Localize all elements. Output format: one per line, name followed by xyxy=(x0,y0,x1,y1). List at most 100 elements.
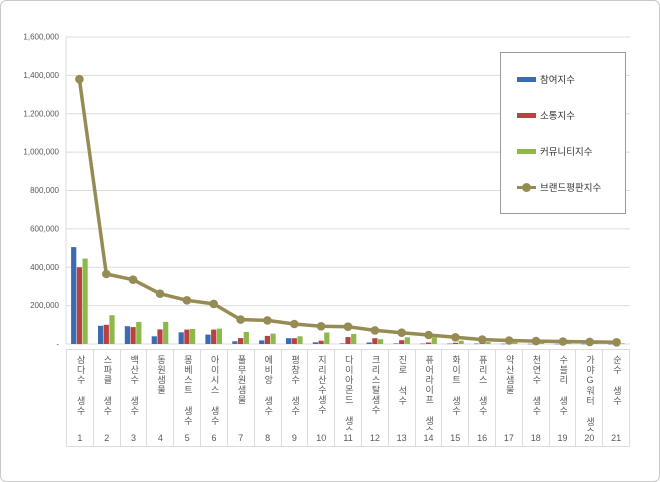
bar xyxy=(431,337,437,344)
legend-item-communication-index: 소통지수 xyxy=(517,108,621,122)
line-marker xyxy=(155,289,165,299)
legend-bar-swatch-icon xyxy=(517,112,536,118)
category-column: 진로 석수 13 xyxy=(387,350,415,446)
bar xyxy=(372,338,378,344)
line-marker xyxy=(75,74,84,84)
bar xyxy=(318,340,324,344)
rank-label: 7 xyxy=(238,433,244,443)
bar xyxy=(426,342,432,344)
line-marker xyxy=(451,333,460,342)
bar xyxy=(238,338,244,344)
legend-line-swatch-icon xyxy=(517,182,536,192)
bar xyxy=(566,343,572,344)
bar xyxy=(420,343,426,345)
line-marker xyxy=(209,299,218,309)
category-column: 퓨어라이프 생수 14 xyxy=(414,350,442,446)
rank-label: 6 xyxy=(211,433,217,443)
category-label: 백산수 생수 xyxy=(129,355,140,416)
y-tick-label: 1,200,000 xyxy=(23,109,59,118)
category-column: 화이트 생수 15 xyxy=(441,350,468,446)
category-column: 스파클 생수 2 xyxy=(92,350,120,446)
line-marker xyxy=(102,269,111,279)
bar xyxy=(393,343,399,344)
bar xyxy=(324,332,330,344)
category-label: 에비앙 생수 xyxy=(263,355,274,416)
category-column: 백산수 생수 3 xyxy=(119,350,147,446)
legend-bar-swatch-icon xyxy=(517,148,536,154)
line-marker xyxy=(263,316,272,325)
line-marker xyxy=(558,337,568,346)
bar xyxy=(205,334,211,344)
legend-label: 커뮤니티지수 xyxy=(540,147,593,158)
rank-label: 1 xyxy=(77,433,83,443)
line-marker xyxy=(612,338,621,347)
rank-label: 14 xyxy=(423,433,434,443)
line-marker xyxy=(424,330,433,340)
rank-label: 3 xyxy=(131,433,137,443)
category-column: 평창수 생수 9 xyxy=(280,350,308,446)
rank-label: 13 xyxy=(396,433,407,443)
line-marker xyxy=(504,336,514,345)
category-column: 지리산수생수 10 xyxy=(307,350,334,446)
y-tick-label: 800,000 xyxy=(30,186,59,195)
rank-label: 10 xyxy=(316,433,327,443)
line-marker xyxy=(531,336,541,346)
y-tick-label: 600,000 xyxy=(30,224,59,233)
bar xyxy=(291,338,297,344)
rank-label: 19 xyxy=(557,433,568,443)
bar xyxy=(608,343,614,345)
bar xyxy=(178,332,184,344)
line-marker xyxy=(290,319,299,329)
bar xyxy=(345,337,351,344)
bar xyxy=(378,339,384,344)
bar xyxy=(232,341,238,344)
legend-label: 소통지수 xyxy=(540,111,575,122)
legend-item-brand-reputation-index: 브랜드평판지수 xyxy=(517,180,621,194)
bar xyxy=(190,329,196,344)
line-marker xyxy=(370,326,380,335)
bar xyxy=(366,342,372,344)
legend-item-participation-index: 참여지수 xyxy=(517,72,621,86)
bar xyxy=(270,333,276,344)
legend: 참여지수 소통지수 커뮤니티지수 브랜드평판지수 xyxy=(500,52,626,214)
bar xyxy=(243,331,249,344)
bar xyxy=(339,343,345,344)
bar xyxy=(452,342,458,344)
bar xyxy=(211,329,217,344)
category-label: 진로 석수 xyxy=(397,355,408,406)
bar xyxy=(399,340,405,344)
line-marker xyxy=(585,337,594,347)
legend-label: 참여지수 xyxy=(540,75,575,86)
bar xyxy=(297,336,303,344)
rank-label: 18 xyxy=(530,433,541,443)
bar xyxy=(554,343,560,345)
bar xyxy=(619,343,625,344)
bar xyxy=(312,342,318,344)
bar xyxy=(98,325,104,344)
bar xyxy=(500,343,506,345)
rank-label: 2 xyxy=(104,433,110,443)
bar xyxy=(259,340,265,344)
bar xyxy=(157,329,163,344)
category-label: 다이아몬드 생수 xyxy=(343,355,354,431)
category-column: 삼다수 생수 1 xyxy=(67,350,93,446)
bar xyxy=(264,335,270,344)
legend-marker-dot-icon xyxy=(522,182,531,192)
legend-item-community-index: 커뮤니티지수 xyxy=(517,144,621,158)
category-column: 순수 생수 21 xyxy=(602,350,629,446)
category-label: 몽베스트 생수 xyxy=(182,355,193,426)
bar xyxy=(351,334,357,344)
category-label: 수블리 생수 xyxy=(558,355,569,416)
line-marker xyxy=(128,275,138,285)
y-tick-label: 1,600,000 xyxy=(23,33,59,42)
bar xyxy=(163,321,169,344)
bar xyxy=(151,336,157,344)
rank-label: 11 xyxy=(343,433,353,443)
bar xyxy=(527,343,533,345)
bar xyxy=(447,343,453,345)
rank-label: 4 xyxy=(157,433,163,443)
line-marker xyxy=(397,328,407,338)
y-tick-label: 1,000,000 xyxy=(23,148,59,157)
bar xyxy=(404,337,410,344)
